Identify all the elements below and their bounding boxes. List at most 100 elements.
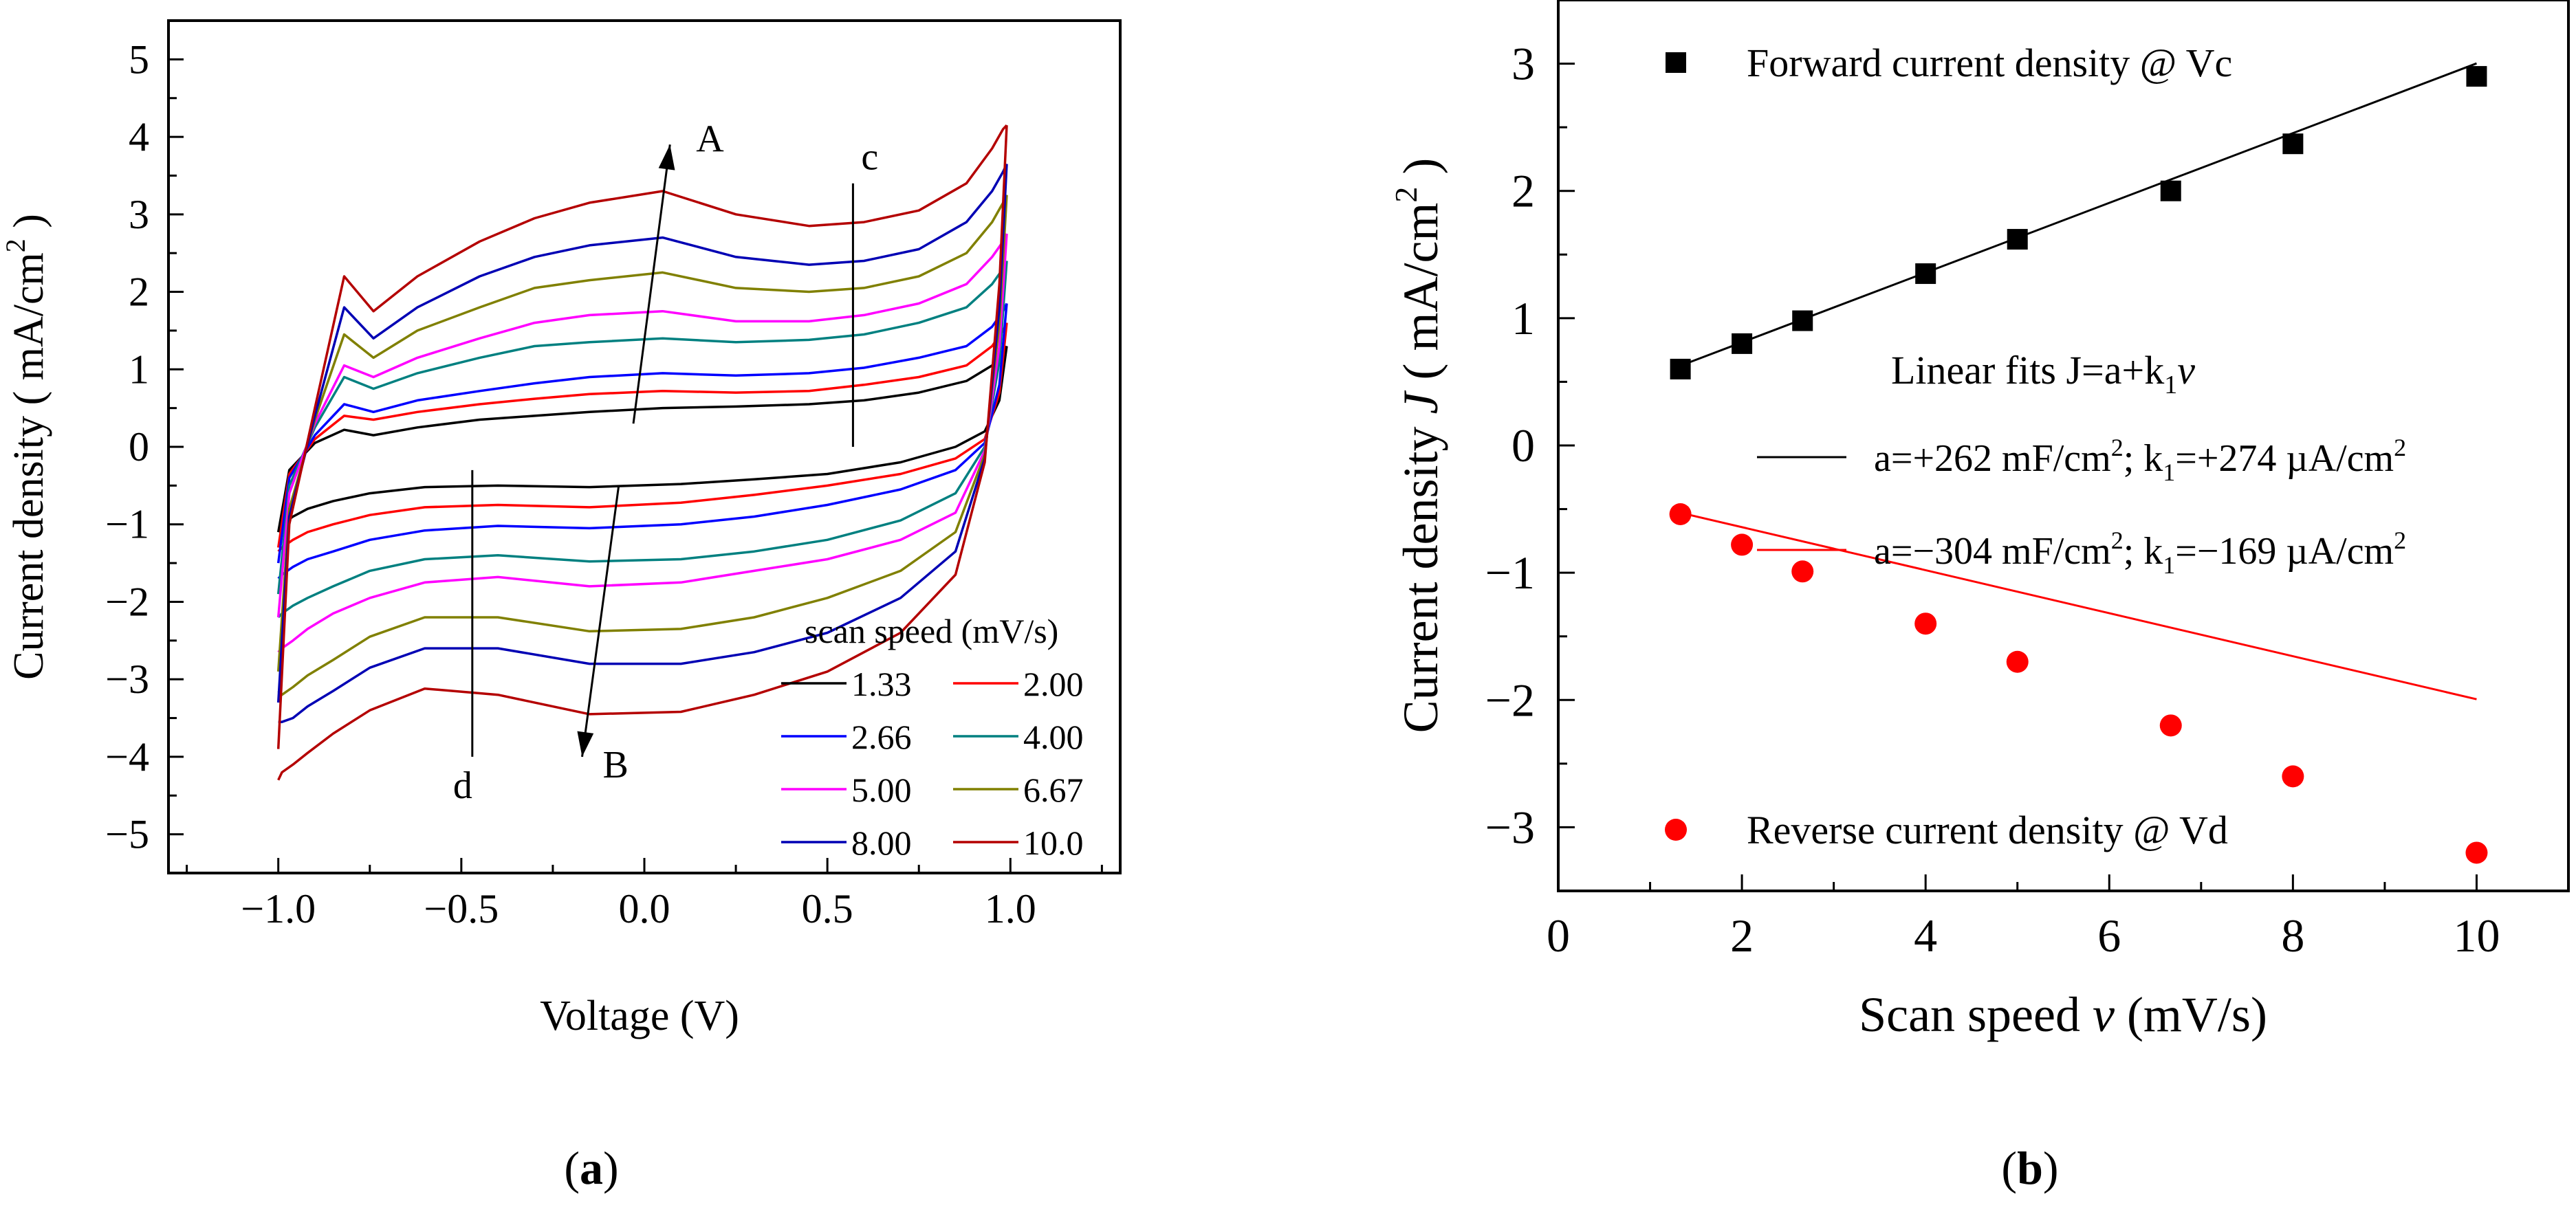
b-y-tick-label: 3 (1511, 38, 1535, 90)
forward-point (1732, 333, 1753, 354)
b-y-axis-label: Current density J ( mA/cm2 ) (1388, 158, 1448, 733)
arrow-label-A: A (696, 118, 724, 160)
cv-reverse-4.00 (277, 261, 1008, 619)
b-y-tick-label: −2 (1485, 674, 1535, 726)
annotation-label-c: c (861, 136, 878, 179)
a-y-tick-label: 1 (129, 346, 149, 392)
b-x-tick-label: 8 (2281, 909, 2304, 962)
a-y-tick-label: 3 (129, 192, 149, 237)
reverse-fit-line (1680, 511, 2477, 700)
b-legend-label-forward: Forward current density @ Vc (1747, 41, 2232, 85)
forward-point (1915, 263, 1936, 285)
a-cv-curves (276, 124, 1008, 781)
annotation-label-d: d (453, 764, 472, 807)
reverse-point (2282, 765, 2304, 788)
a-legend-label-6.67: 6.67 (1023, 771, 1084, 809)
a-x-axis-label: Voltage (V) (540, 993, 739, 1039)
b-x-tick-label: 10 (2453, 909, 2500, 962)
a-y-tick-label: −4 (105, 734, 149, 780)
b-y-tick-label: 2 (1511, 165, 1535, 217)
b-x-tick-label: 0 (1547, 909, 1570, 962)
reverse-point (1731, 533, 1754, 556)
cv-forward-2.66 (276, 302, 1008, 564)
b-legend-marker-reverse (1665, 819, 1687, 841)
cv-forward-2.00 (276, 322, 1008, 548)
b-fit-lines (1680, 62, 2477, 700)
b-legend: Forward current density @ Vc Reverse curr… (1665, 41, 2232, 852)
a-legend-title: scan speed (mV/s) (805, 612, 1058, 650)
b-x-axis-ticks: 0 2 4 6 8 10 (1547, 874, 2500, 962)
cv-forward-4.00 (276, 260, 1008, 595)
cv-reverse-10.0 (277, 125, 1008, 781)
forward-point (2007, 229, 2028, 250)
a-y-tick-label: −2 (105, 579, 149, 624)
arrow-label-B: B (603, 744, 629, 786)
cv-forward-6.67 (276, 194, 1008, 672)
forward-point (1670, 358, 1691, 379)
arrow-head-B (577, 731, 594, 757)
arrow-shaft-A (632, 144, 671, 424)
reverse-point (1669, 503, 1692, 525)
reverse-point (1914, 612, 1937, 635)
a-legend-label-8.00: 8.00 (851, 824, 912, 862)
panel-b-linear-fit-chart: 0 2 4 6 8 10 −3 −2 −1 0 1 2 3 Forward current densi… (1388, 0, 2570, 1194)
b-caption: (b) (2001, 1142, 2058, 1194)
arrow-shaft-B (581, 485, 620, 758)
a-legend: scan speed (mV/s) 1.33 2.00 2.66 4.00 5.00 6.… (781, 612, 1084, 862)
b-x-axis-label: Scan speed v (mV/s) (1859, 987, 2267, 1042)
forward-point (2466, 66, 2487, 87)
a-legend-label-4.00: 4.00 (1023, 718, 1084, 756)
a-y-axis-label: Current density ( mA/cm2 ) (0, 214, 52, 680)
forward-point (1792, 310, 1813, 331)
b-x-tick-label: 4 (1914, 909, 1937, 962)
arrow-head-A (658, 144, 675, 170)
b-fit2-label: a=−304 mF/cm2; k1=−169 µA/cm2 (1874, 527, 2406, 579)
reverse-point (2006, 650, 2029, 673)
a-y-tick-label: −3 (105, 656, 149, 702)
reverse-point (2159, 714, 2182, 737)
a-y-tick-label: 2 (129, 269, 149, 315)
a-y-tick-label: −1 (105, 502, 149, 547)
a-legend-label-2.00: 2.00 (1023, 665, 1084, 703)
reverse-point (1791, 560, 1814, 583)
forward-point (2282, 133, 2304, 155)
b-fit1-label: a=+262 mF/cm2; k1=+274 µA/cm2 (1874, 434, 2406, 486)
a-legend-label-10.0: 10.0 (1023, 824, 1084, 862)
b-x-tick-label: 2 (1730, 909, 1754, 962)
cv-reverse-5.00 (277, 233, 1008, 653)
cv-reverse-8.00 (278, 164, 1008, 723)
cv-reverse-2.66 (277, 303, 1008, 580)
b-y-tick-label: −1 (1485, 547, 1535, 599)
cv-reverse-1.33 (277, 346, 1008, 533)
a-x-tick-label: −0.5 (424, 886, 499, 931)
cv-reverse-6.67 (277, 195, 1008, 696)
forward-point (2160, 180, 2181, 201)
b-legend-label-reverse: Reverse current density @ Vd (1747, 808, 2228, 852)
b-legend-marker-forward (1666, 52, 1686, 73)
a-x-tick-label: 0.0 (619, 886, 670, 931)
a-y-tick-label: 4 (129, 114, 149, 159)
a-y-tick-label: 0 (129, 424, 149, 470)
b-x-tick-label: 6 (2097, 909, 2121, 962)
b-y-axis-ticks: −3 −2 −1 0 1 2 3 (1485, 0, 1575, 892)
a-legend-label-1.33: 1.33 (851, 665, 912, 703)
cv-forward-8.00 (276, 163, 1008, 703)
reverse-point (2465, 841, 2488, 864)
a-legend-label-5.00: 5.00 (851, 771, 912, 809)
a-y-tick-label: 5 (129, 36, 149, 82)
cv-reverse-2.00 (277, 322, 1008, 553)
cv-forward-1.33 (276, 345, 1008, 533)
b-data-points (1669, 66, 2488, 864)
a-caption: (a) (564, 1142, 618, 1194)
a-annotations: c d A B (453, 118, 878, 807)
a-y-axis-ticks: −5 −4 −3 −2 −1 0 1 2 3 4 5 (105, 19, 184, 874)
cv-forward-10.0 (276, 124, 1008, 749)
a-x-tick-label: 1.0 (985, 886, 1036, 931)
a-legend-label-2.66: 2.66 (851, 718, 912, 756)
a-x-axis-ticks: −1.0 −0.5 0.0 0.5 1.0 (186, 858, 1103, 931)
forward-fit-line (1680, 62, 2477, 367)
cv-forward-5.00 (276, 233, 1008, 618)
a-x-tick-label: 0.5 (802, 886, 853, 931)
